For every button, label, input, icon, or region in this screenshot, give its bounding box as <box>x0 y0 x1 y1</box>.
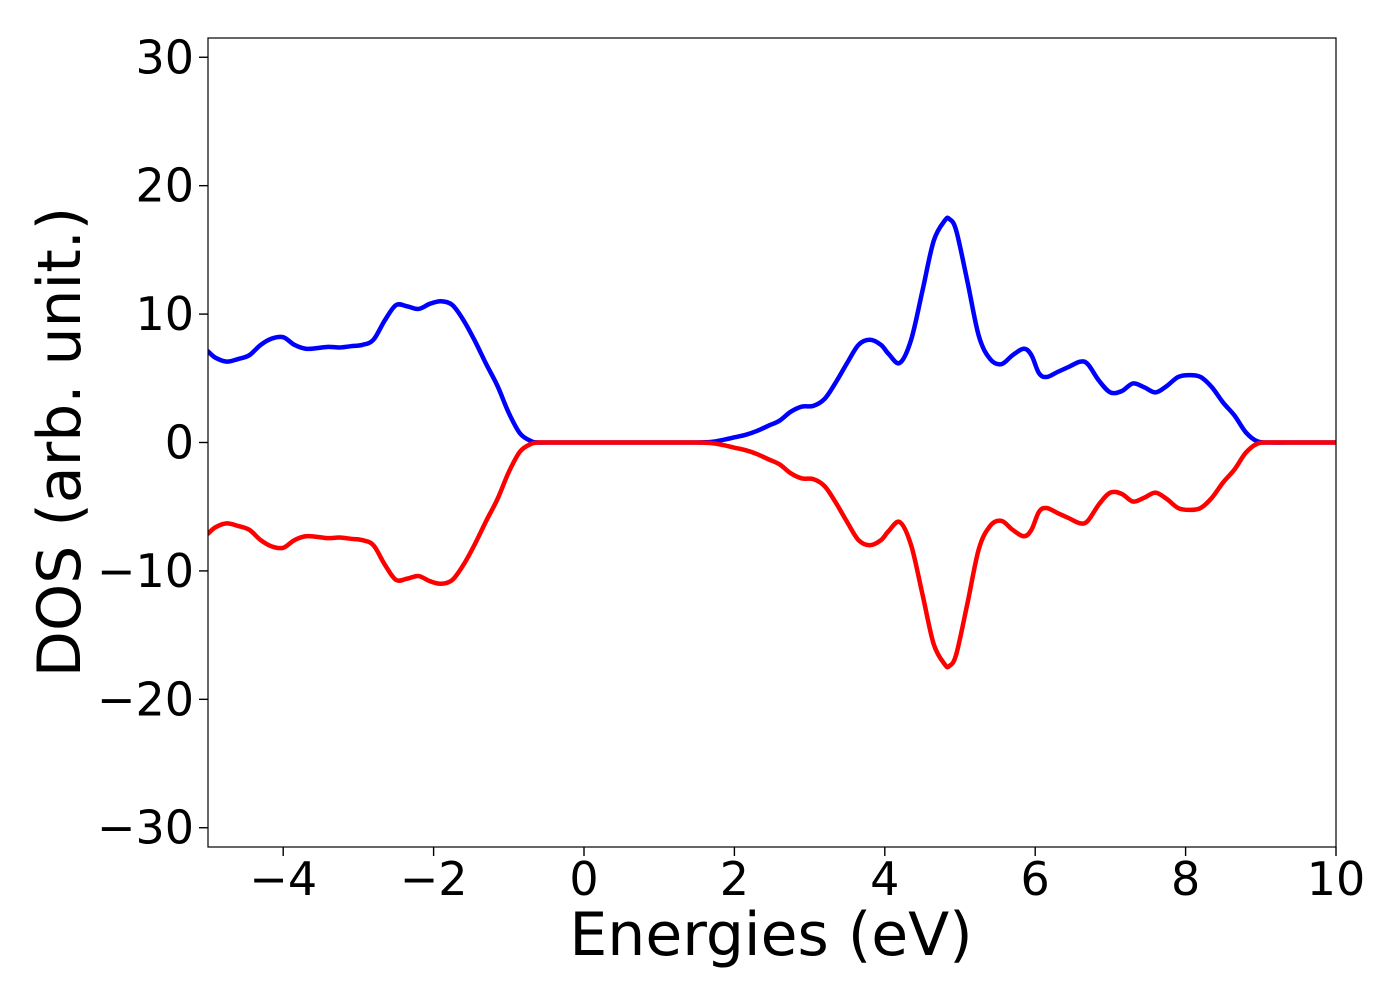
y-tick-label: 0 <box>165 416 194 470</box>
x-tick-label: 2 <box>720 852 749 906</box>
y-tick-label: −20 <box>97 672 194 726</box>
y-axis-ticks: −30 −20 −10 0 10 20 30 <box>97 30 208 855</box>
x-tick-label: 4 <box>870 852 899 906</box>
x-tick-label: −2 <box>400 852 468 906</box>
y-tick-label: −30 <box>97 801 194 855</box>
y-tick-label: −10 <box>97 544 194 598</box>
y-axis-label: DOS (arb. unit.) <box>25 207 95 677</box>
series-line-1 <box>208 440 1336 670</box>
x-axis-ticks: −4 −2 0 2 4 6 8 10 <box>249 847 1365 906</box>
y-tick-label: 20 <box>135 159 194 213</box>
plot-series <box>208 215 1336 670</box>
series-line-0 <box>208 215 1336 445</box>
x-tick-label: 8 <box>1171 852 1200 906</box>
x-axis-label: Energies (eV) <box>569 900 972 970</box>
x-tick-label: −4 <box>249 852 317 906</box>
x-tick-label: 0 <box>569 852 598 906</box>
x-tick-label: 6 <box>1021 852 1050 906</box>
y-tick-label: 10 <box>135 287 194 341</box>
x-tick-label: 10 <box>1307 852 1366 906</box>
y-tick-label: 30 <box>135 30 194 84</box>
